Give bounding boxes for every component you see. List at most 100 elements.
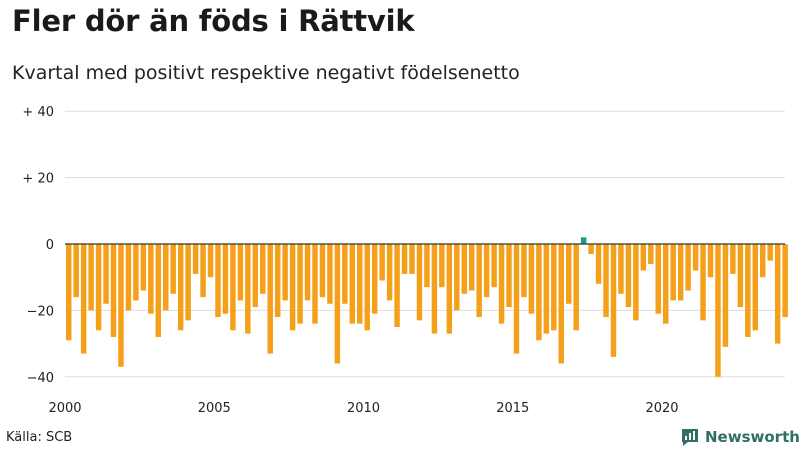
x-tick-label: 2005 (198, 401, 231, 416)
bar-negative (177, 244, 184, 331)
bar-negative (66, 244, 72, 341)
bar-negative (588, 244, 594, 254)
y-axis-ticks: + 40 + 20 0 −20 −40 (22, 105, 54, 386)
bar-negative (715, 244, 721, 377)
newsworthy-icon (682, 429, 698, 446)
bar-negative (536, 244, 542, 341)
bar-negative (640, 244, 647, 271)
bars (66, 237, 788, 377)
bar-negative (297, 244, 303, 324)
bar-negative (774, 244, 781, 344)
bar-negative (103, 244, 109, 304)
bar-negative (610, 244, 617, 357)
bar-negative (648, 244, 654, 264)
bar-negative (319, 244, 326, 298)
bar-negative (483, 244, 490, 298)
source-note: Källa: SCB (6, 430, 73, 445)
bar-negative (663, 244, 669, 324)
bar-negative (125, 244, 132, 311)
bar-negative (364, 244, 370, 331)
bar-negative (148, 244, 154, 314)
bar-negative (133, 244, 139, 301)
bar-negative (737, 244, 744, 308)
bar-negative (565, 244, 572, 304)
x-tick-label: 2010 (347, 401, 380, 416)
bar-negative (304, 244, 311, 301)
bar-negative (506, 244, 512, 308)
bar-negative (446, 244, 453, 334)
bar-negative (692, 244, 699, 271)
y-tick-label: −20 (27, 304, 54, 319)
bar-negative (342, 244, 348, 304)
bar-negative (573, 244, 579, 331)
bar-negative (468, 244, 475, 291)
bar-negative (760, 244, 766, 278)
bar-negative (327, 244, 333, 304)
bar-negative (461, 244, 467, 294)
bar-negative (371, 244, 378, 314)
x-tick-label: 2015 (496, 401, 529, 416)
bar-negative (207, 244, 214, 278)
bar-negative (409, 244, 415, 274)
bar-negative (454, 244, 460, 311)
bar-negative (528, 244, 535, 314)
bar-negative (357, 244, 363, 324)
bar-negative (252, 244, 259, 308)
bar-negative (222, 244, 229, 314)
bar-negative (163, 244, 169, 311)
bar-negative (782, 244, 788, 318)
bar-negative (118, 244, 124, 367)
bar-negative (745, 244, 751, 337)
bar-negative (543, 244, 550, 334)
bar-negative (707, 244, 714, 278)
bar-negative (677, 244, 684, 301)
x-tick-label: 2020 (645, 401, 678, 416)
y-tick-label: + 40 (22, 105, 54, 120)
bar-negative (767, 244, 773, 261)
bar-negative (155, 244, 162, 337)
bar-negative (192, 244, 199, 274)
bar-negative (110, 244, 117, 337)
y-tick-label: + 20 (22, 172, 54, 187)
grid-lines (65, 110, 785, 378)
chart-title: Fler dör än föds i Rättvik (12, 4, 415, 38)
bar-negative (685, 244, 691, 291)
bar-negative (282, 244, 288, 301)
y-tick-label: 0 (46, 238, 54, 253)
bar-negative (416, 244, 423, 321)
bar-negative (245, 244, 251, 334)
bar-negative (752, 244, 759, 331)
bar-negative (595, 244, 602, 284)
brand-logo: Newsworthy (680, 427, 800, 447)
bar-negative (476, 244, 482, 318)
bar-negative (730, 244, 736, 274)
bar-negative (618, 244, 624, 294)
bar-negative (334, 244, 341, 364)
y-tick-label: −40 (27, 371, 54, 386)
bar-negative (88, 244, 94, 311)
bar-negative (379, 244, 385, 281)
bar-negative (521, 244, 527, 298)
chart-subtitle: Kvartal med positivt respektive negativt… (12, 62, 520, 84)
x-axis-ticks: 2000 2005 2010 2015 2020 (48, 401, 678, 416)
bar-negative (722, 244, 729, 347)
bar-negative (513, 244, 520, 354)
bar-negative (670, 244, 676, 301)
bar-negative (491, 244, 497, 288)
bar-negative (230, 244, 236, 331)
bar-negative (274, 244, 281, 318)
bar-negative (633, 244, 639, 321)
brand-name: Newsworthy (705, 428, 800, 446)
bar-negative (603, 244, 609, 318)
bar-negative (551, 244, 557, 331)
bar-negative (386, 244, 393, 301)
bar-negative (424, 244, 430, 288)
bar-negative (700, 244, 706, 321)
bar-negative (312, 244, 318, 324)
bar-negative (394, 244, 400, 327)
bar-negative (95, 244, 102, 331)
bar-negative (185, 244, 191, 321)
bar-negative (267, 244, 273, 354)
bar-negative (439, 244, 445, 288)
